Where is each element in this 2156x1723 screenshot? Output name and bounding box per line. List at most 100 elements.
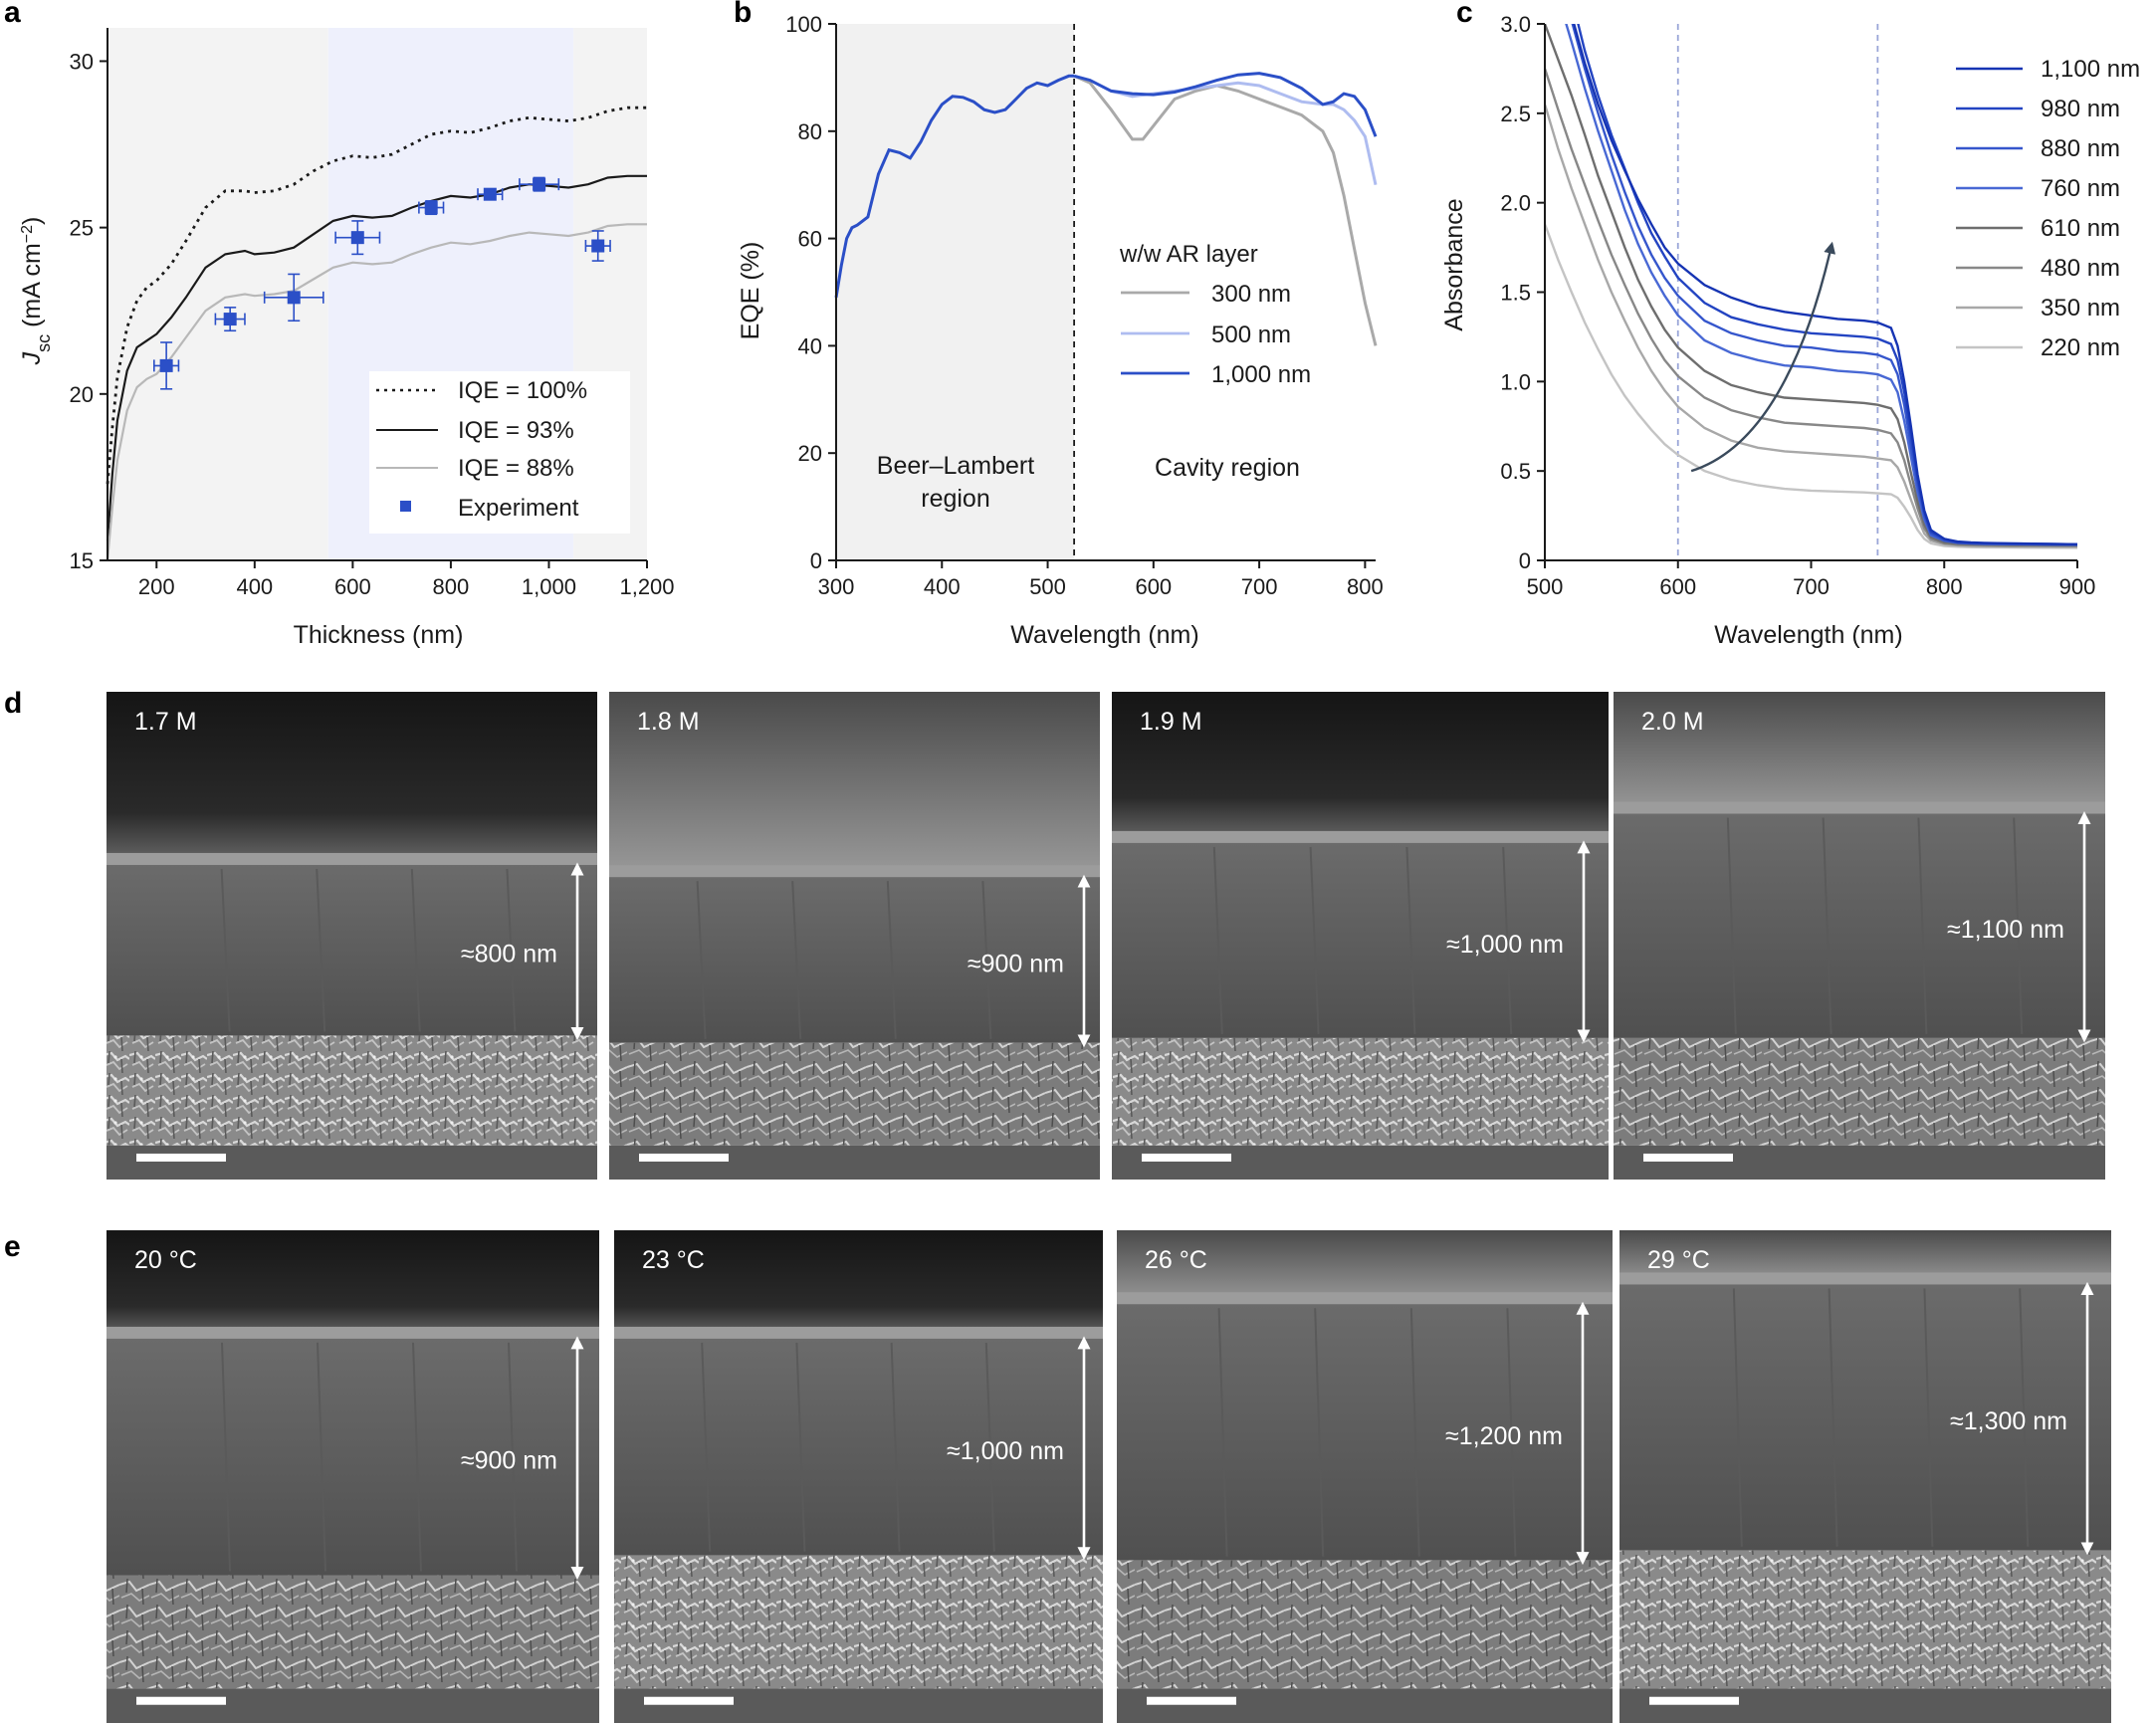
a-experiment-point [287, 291, 301, 305]
b-series-line-3 [1073, 72, 1378, 137]
a-x-tick-label: 600 [334, 574, 371, 599]
sem-condition-label: 1.7 M [134, 708, 197, 736]
c-series-line-2 [1577, 24, 2077, 545]
sem-film-surface [1619, 1272, 2111, 1287]
sem-mesoporous-layer [609, 1042, 1100, 1146]
c-legend-entry: 610 nm [2041, 215, 2120, 242]
sem-mesoporous-layer [1112, 1037, 1609, 1146]
sem-perovskite-film [614, 1338, 1103, 1556]
sem-grain-boundary [1828, 1288, 1838, 1547]
b-y-axis-label: EQE (%) [737, 242, 764, 340]
sem-thickness-label: ≈900 nm [968, 951, 1064, 978]
sem-image-e-3: 26 °C ≈1,200 nm [1117, 1230, 1613, 1723]
a-legend-iqe88: IQE = 88% [458, 455, 574, 482]
sem-substrate [614, 1688, 1103, 1723]
sem-grain-boundary [1917, 817, 1928, 1034]
sem-background [614, 1230, 1103, 1339]
b-x-tick-label: 600 [1135, 574, 1172, 599]
sem-grain-boundary [1309, 846, 1320, 1034]
sem-grain-boundary [317, 1342, 326, 1572]
sem-background [609, 692, 1100, 878]
sem-background [1117, 1230, 1613, 1305]
sem-grain-boundary [1923, 1288, 1934, 1547]
a-y-axis-label: Jsc (mA cm−2) [18, 217, 54, 366]
sem-grain-boundary [886, 881, 897, 1039]
sem-thickness-label: ≈1,000 nm [947, 1437, 1064, 1465]
sem-substrate [1117, 1688, 1613, 1723]
sem-grain-boundary [220, 868, 231, 1032]
c-legend-entry: 350 nm [2041, 295, 2120, 322]
c-y-axis-label: Absorbance [1440, 198, 1468, 330]
b-series-line-1 [1073, 74, 1378, 346]
sem-condition-label: 20 °C [134, 1246, 197, 1274]
sem-grain-boundary [2019, 1288, 2030, 1547]
c-x-tick-label: 600 [1659, 574, 1696, 599]
c-x-tick-label: 700 [1793, 574, 1830, 599]
c-x-tick-label: 800 [1926, 574, 1963, 599]
sem-mesoporous-layer [1614, 1037, 2105, 1146]
sem-grain-boundary [2013, 817, 2024, 1034]
sem-grain-boundary [506, 868, 517, 1032]
sem-grain-boundary [1405, 846, 1416, 1034]
sem-mesoporous-layer [107, 1035, 597, 1146]
sem-grain-boundary [316, 868, 326, 1032]
sem-grain-boundary [701, 1342, 712, 1552]
c-legend: 1,100 nm 980 nm 880 nm 760 nm 610 nm 480 nm 35… [1956, 56, 2140, 361]
c-legend-entry: 880 nm [2041, 135, 2120, 162]
c-y-tick-label: 1.5 [1500, 281, 1531, 306]
b-region-label-beer-lambert: Beer–Lambert region [877, 452, 1034, 513]
sem-substrate [1619, 1688, 2111, 1723]
b-x-tick-label: 700 [1241, 574, 1278, 599]
sem-grain-boundary [1409, 1308, 1420, 1557]
sem-thickness-label: ≈1,200 nm [1445, 1422, 1563, 1450]
sem-substrate [1112, 1145, 1609, 1180]
a-x-tick-label: 800 [433, 574, 470, 599]
a-experiment-point [350, 231, 364, 245]
sem-background [107, 692, 597, 865]
sem-grain-boundary [981, 881, 992, 1039]
panel-label-b: b [734, 0, 752, 29]
b-legend-title: w/w AR layer [1119, 241, 1258, 268]
sem-film-surface [107, 852, 597, 867]
sem-scale-bar [644, 1696, 734, 1705]
a-x-tick-label: 400 [236, 574, 273, 599]
sem-image-d-2: 1.8 M ≈900 nm [609, 692, 1100, 1180]
b-x-tick-label: 500 [1029, 574, 1066, 599]
c-y-tick-label: 0.5 [1500, 459, 1531, 484]
a-y-tick-label: 15 [70, 548, 94, 573]
sem-film-surface [614, 1326, 1103, 1341]
sem-thickness-label: ≈800 nm [461, 941, 557, 969]
sem-grain-boundary [696, 881, 707, 1039]
sem-image-grid: 1.7 M ≈800 nm 1.8 M ≈900 nm 1.9 M ≈1,000 nm 2.… [107, 692, 2111, 1723]
sem-perovskite-film [609, 877, 1100, 1043]
sem-grain-boundary [1314, 1308, 1325, 1557]
a-x-tick-label: 1,200 [619, 574, 674, 599]
sem-scale-bar [639, 1153, 729, 1162]
sem-condition-label: 1.8 M [637, 708, 700, 736]
c-y-tick-label: 0 [1519, 548, 1531, 573]
b-x-tick-label: 400 [924, 574, 961, 599]
panel-c-chart: 500 600 700 800 900 0 0.5 1.0 1.5 2.0 2.5 3.0 Wavel… [1440, 12, 2140, 649]
sem-grain-boundary [508, 1342, 518, 1572]
sem-mesoporous-layer [1619, 1550, 2111, 1689]
b-y-tick-label: 20 [798, 441, 822, 466]
panel-label-c: c [1456, 0, 1473, 29]
a-experiment-point [483, 187, 497, 201]
panel-label-e: e [4, 1230, 21, 1263]
sem-grain-boundary [1822, 817, 1833, 1034]
c-legend-entry: 980 nm [2041, 96, 2120, 122]
sem-grain-boundary [221, 1342, 231, 1572]
b-series-line-2 [1073, 74, 1378, 186]
sem-condition-label: 2.0 M [1641, 708, 1704, 736]
sem-scale-bar [1147, 1696, 1236, 1705]
sem-scale-bar [1643, 1153, 1733, 1162]
b-y-tick-label: 0 [810, 548, 822, 573]
sem-thickness-label: ≈1,000 nm [1446, 931, 1564, 959]
sem-image-d-4: 2.0 M ≈1,100 nm [1614, 692, 2105, 1180]
sem-scale-bar [136, 1153, 226, 1162]
sem-thickness-label: ≈1,100 nm [1947, 916, 2064, 944]
b-x-axis-label: Wavelength (nm) [1010, 621, 1198, 649]
c-series-line-3 [1571, 24, 2077, 546]
sem-film-surface [107, 1326, 599, 1341]
